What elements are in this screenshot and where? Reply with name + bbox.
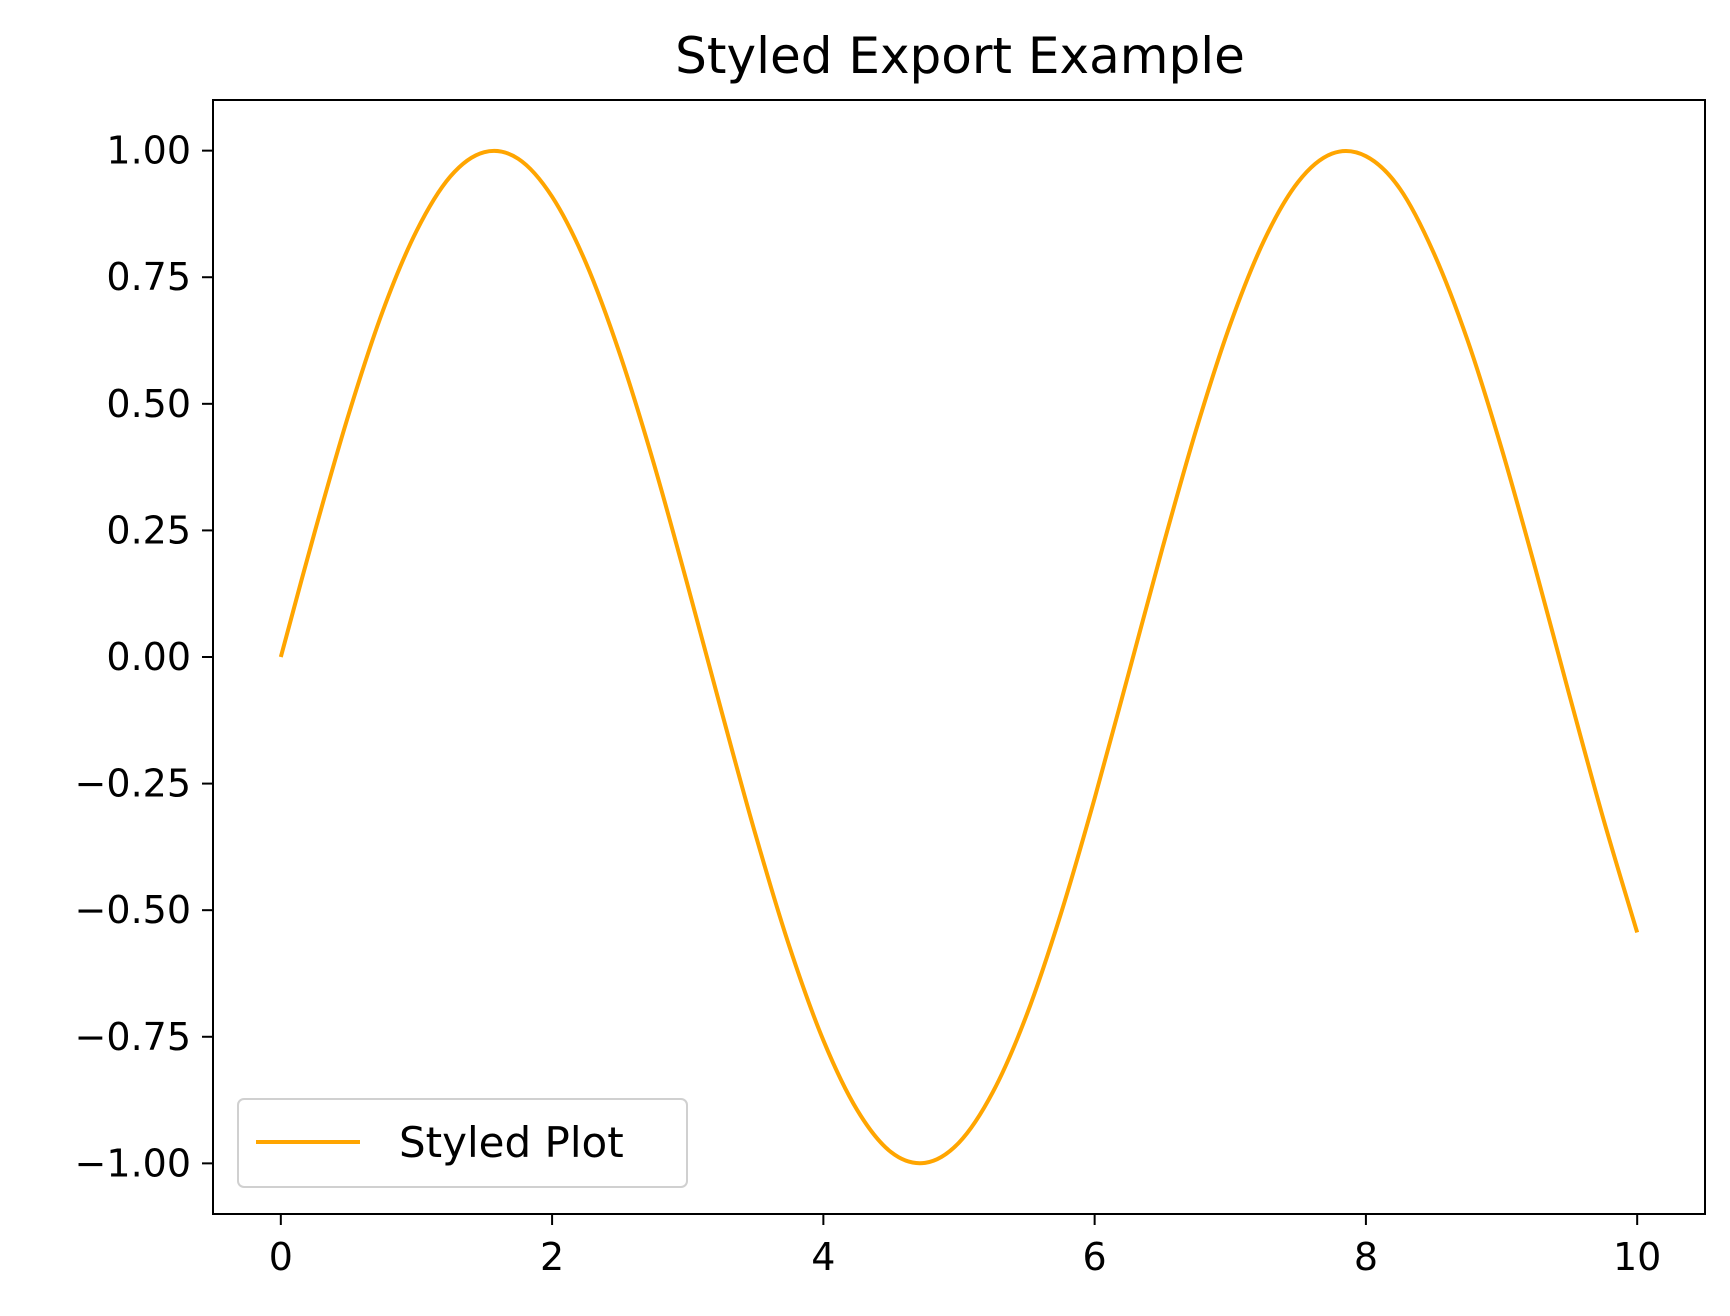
- x-tick-label: 4: [811, 1235, 835, 1279]
- y-tick-label: −0.50: [75, 888, 191, 932]
- y-tick-label: −0.25: [75, 762, 191, 806]
- legend-label: Styled Plot: [399, 1118, 624, 1167]
- legend: Styled Plot: [237, 1098, 688, 1188]
- y-tick-label: −0.75: [75, 1015, 191, 1059]
- x-tick-label: 6: [1083, 1235, 1107, 1279]
- y-tick-label: −1.00: [75, 1141, 191, 1185]
- plot-area: [213, 100, 1705, 1214]
- y-tick-label: 0.50: [106, 382, 191, 426]
- series-line-0: [278, 148, 1640, 1166]
- legend-box: [237, 1098, 688, 1188]
- x-tick-label: 8: [1354, 1235, 1378, 1279]
- chart-title: Styled Export Example: [675, 27, 1245, 85]
- y-tick-label: 0.75: [106, 255, 191, 299]
- x-tick-label: 2: [540, 1235, 564, 1279]
- x-axis-ticks: 0 2 4 6 8 10: [269, 1214, 1661, 1279]
- y-tick-label: 0.25: [106, 508, 191, 552]
- x-tick-label: 0: [269, 1235, 293, 1279]
- series-layer: [278, 148, 1640, 1166]
- y-axis-ticks: 1.00 0.75 0.50 0.25 0.00 −0.25 −0.50 −0.75 −1.00: [75, 129, 213, 1185]
- y-tick-label: 1.00: [106, 129, 191, 173]
- x-tick-label: 10: [1613, 1235, 1661, 1279]
- y-tick-label: 0.00: [106, 635, 191, 679]
